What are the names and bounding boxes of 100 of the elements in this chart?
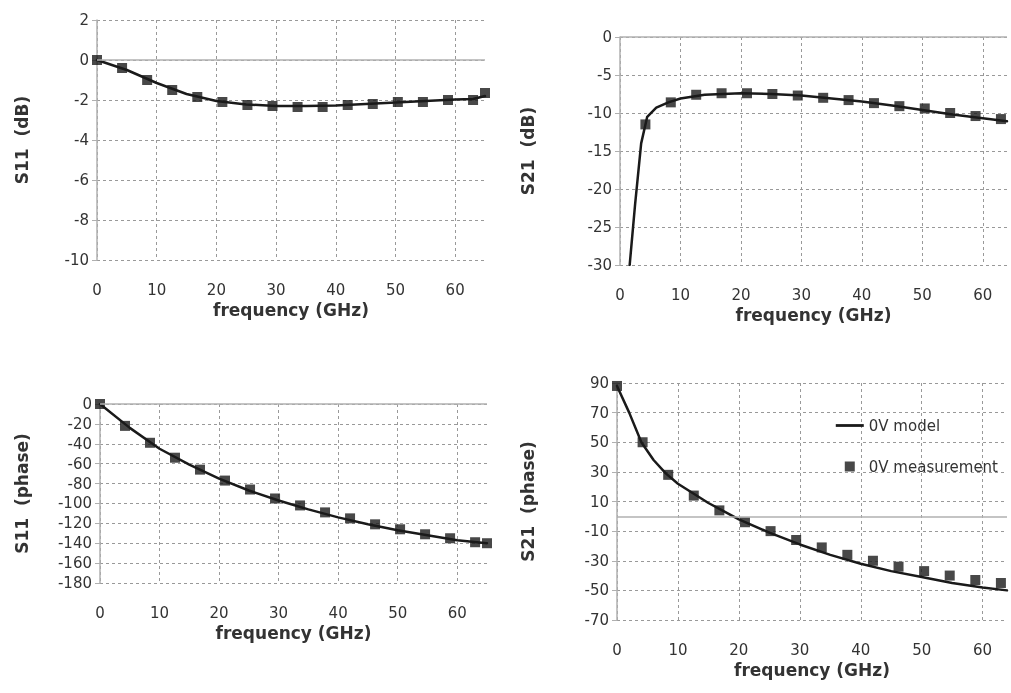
point <box>894 101 905 112</box>
point <box>867 555 878 566</box>
x-tick-label: 10 <box>149 603 170 622</box>
point <box>245 484 256 495</box>
x-tick-label: 60 <box>445 280 465 299</box>
point <box>792 90 803 101</box>
point <box>716 88 727 99</box>
point <box>370 519 381 530</box>
point <box>170 452 181 463</box>
x-tick-label: 0 <box>615 285 625 304</box>
point <box>868 98 879 109</box>
y-tick-label: 50 <box>589 433 609 452</box>
point <box>637 437 648 448</box>
y-tick-label: -20 <box>67 414 92 433</box>
y-tick-label: -6 <box>74 171 89 189</box>
y-axis-title: S21 (dB) <box>517 106 538 196</box>
x-tick-label: 20 <box>206 280 226 299</box>
y-axis-title: S11 (dB) <box>11 95 32 185</box>
y-tick-label: -10 <box>587 104 612 122</box>
y-tick-label: -140 <box>57 534 92 553</box>
point <box>970 575 981 586</box>
y-tick-label: 70 <box>589 403 609 422</box>
point <box>267 101 278 111</box>
x-tick-label: 0 <box>95 603 105 622</box>
point <box>765 526 776 537</box>
point <box>117 63 128 73</box>
y-axis-title: S21 (phase) <box>517 441 538 562</box>
point <box>691 89 702 100</box>
y-tick-label: -25 <box>587 218 612 236</box>
x-tick-label: 20 <box>729 640 749 659</box>
y-tick-label: -40 <box>67 434 92 453</box>
point <box>417 97 428 107</box>
point <box>944 570 955 581</box>
y-tick-label: -15 <box>587 142 612 160</box>
point <box>640 119 651 130</box>
point <box>791 535 802 546</box>
x-tick-label: 20 <box>731 285 751 304</box>
point <box>320 507 331 518</box>
point <box>970 111 981 122</box>
point <box>816 542 827 553</box>
y-tick-label: -120 <box>57 514 92 533</box>
point <box>167 85 178 95</box>
point <box>767 89 778 99</box>
point <box>392 97 403 107</box>
y-tick-label: -100 <box>57 494 92 513</box>
point <box>217 97 228 107</box>
point <box>818 92 829 103</box>
point <box>145 437 156 448</box>
x-axis-title: frequency (GHz) <box>734 660 890 681</box>
y-tick-label: -4 <box>74 131 89 149</box>
point <box>445 533 456 544</box>
point <box>663 469 674 480</box>
x-tick-label: 50 <box>912 285 932 304</box>
point <box>442 95 453 105</box>
x-tick-label: 10 <box>670 285 691 304</box>
point <box>270 493 281 504</box>
x-tick-label: 60 <box>447 603 467 622</box>
point <box>367 99 378 109</box>
x-tick-label: 10 <box>668 640 688 659</box>
x-tick-label: 30 <box>269 603 289 622</box>
point <box>342 100 353 110</box>
point <box>919 566 930 577</box>
point <box>665 97 676 108</box>
point <box>317 102 328 112</box>
x-tick-label: 30 <box>266 280 286 299</box>
point <box>842 549 853 560</box>
x-tick-label: 50 <box>912 640 932 659</box>
point <box>120 420 131 431</box>
y-tick-label: -2 <box>74 91 89 109</box>
point <box>995 114 1006 125</box>
point <box>688 490 699 501</box>
point <box>292 102 303 112</box>
x-tick-label: 60 <box>973 285 993 304</box>
legend-label: 0V model <box>868 416 941 435</box>
y-tick-label: -30 <box>587 256 612 274</box>
x-axis-title: frequency (GHz) <box>735 305 892 326</box>
point <box>714 505 725 516</box>
point <box>470 537 481 548</box>
point <box>195 464 206 475</box>
point <box>420 529 431 540</box>
point <box>482 538 492 549</box>
y-tick-label: -80 <box>67 474 92 493</box>
y-axis-title: S11 (phase) <box>11 433 32 554</box>
x-tick-label: 40 <box>851 640 871 659</box>
point <box>945 108 956 118</box>
x-tick-label: 20 <box>209 603 229 622</box>
x-axis-title: frequency (GHz) <box>215 623 372 644</box>
x-tick-label: 50 <box>385 280 406 299</box>
point <box>893 561 904 572</box>
x-tick-label: 40 <box>852 285 872 304</box>
y-tick-label: -160 <box>57 554 92 573</box>
y-tick-label: -180 <box>57 574 92 592</box>
point <box>142 75 153 85</box>
y-tick-label: 0 <box>79 51 89 69</box>
point <box>192 92 203 102</box>
y-tick-label: 0 <box>82 395 92 413</box>
x-tick-label: 10 <box>147 280 167 299</box>
point <box>919 103 930 114</box>
y-tick-label: -70 <box>584 611 609 629</box>
y-tick-label: -30 <box>584 551 609 570</box>
